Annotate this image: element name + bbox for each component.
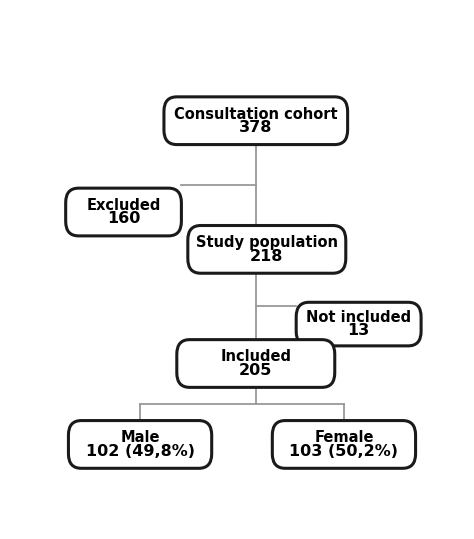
Text: Male: Male (120, 430, 160, 445)
Text: 205: 205 (239, 363, 273, 378)
Text: 378: 378 (239, 120, 273, 135)
Text: 218: 218 (250, 248, 283, 264)
FancyBboxPatch shape (66, 188, 182, 236)
Text: Study population: Study population (196, 235, 338, 250)
FancyBboxPatch shape (296, 302, 421, 346)
Text: 102 (49,8%): 102 (49,8%) (86, 444, 194, 459)
Text: Female: Female (314, 430, 374, 445)
FancyBboxPatch shape (188, 225, 346, 273)
FancyBboxPatch shape (68, 420, 212, 468)
Text: Excluded: Excluded (86, 198, 161, 213)
Text: Not included: Not included (306, 310, 411, 326)
Text: 160: 160 (107, 211, 140, 226)
Text: Consultation cohort: Consultation cohort (174, 107, 337, 121)
FancyBboxPatch shape (272, 420, 416, 468)
FancyBboxPatch shape (164, 97, 347, 144)
Text: 13: 13 (347, 323, 370, 337)
Text: 103 (50,2%): 103 (50,2%) (290, 444, 399, 459)
Text: Included: Included (220, 349, 292, 364)
FancyBboxPatch shape (177, 340, 335, 388)
